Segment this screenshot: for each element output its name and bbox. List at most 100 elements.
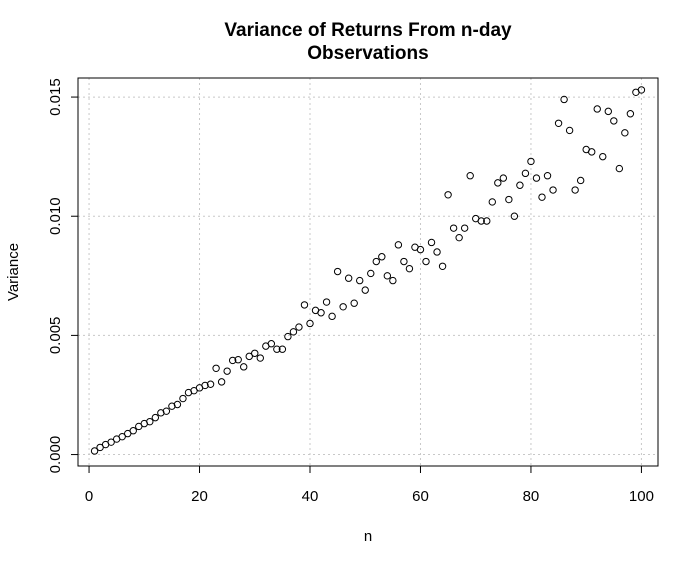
data-point xyxy=(317,309,325,317)
data-point xyxy=(455,233,463,242)
data-point xyxy=(538,193,546,201)
chart-title-line-1: Variance of Returns From n-day xyxy=(224,20,512,41)
data-point xyxy=(427,238,436,247)
data-point xyxy=(565,126,574,135)
data-point xyxy=(571,186,579,194)
data-point xyxy=(378,253,386,261)
data-point xyxy=(516,181,524,189)
chart-title-line-2: Observations xyxy=(307,43,428,64)
data-point xyxy=(444,191,452,199)
data-point xyxy=(278,345,287,353)
plot-frame xyxy=(77,77,659,467)
data-point xyxy=(422,257,430,266)
data-point xyxy=(389,276,397,285)
data-point xyxy=(576,176,585,185)
data-point xyxy=(201,381,209,390)
data-point xyxy=(383,272,392,280)
data-points xyxy=(90,86,646,455)
data-point xyxy=(527,157,535,166)
data-point xyxy=(367,269,375,278)
data-point xyxy=(206,380,215,388)
data-point xyxy=(615,164,624,173)
data-point xyxy=(322,298,331,306)
data-point xyxy=(361,286,369,294)
y-tick-label: 0.010 xyxy=(47,197,64,235)
data-point xyxy=(599,152,607,161)
x-tick-label: 80 xyxy=(523,488,540,505)
data-point xyxy=(356,276,364,285)
data-point xyxy=(532,174,541,182)
grid-lines xyxy=(78,78,658,466)
x-tick-label: 0 xyxy=(85,488,93,505)
data-point xyxy=(267,340,276,348)
data-point xyxy=(637,86,646,94)
data-point xyxy=(488,198,496,206)
data-point xyxy=(593,105,601,113)
data-point xyxy=(333,267,342,276)
data-point xyxy=(223,367,231,375)
data-point xyxy=(549,186,557,194)
x-tick-label: 20 xyxy=(191,488,208,505)
data-point xyxy=(328,312,336,321)
data-point xyxy=(372,257,380,266)
axes: 0 20 40 60 80 100 0.000 0.005 0.010 0.015 xyxy=(47,78,654,505)
x-axis-title: n xyxy=(364,528,372,545)
data-point xyxy=(494,179,502,187)
data-point xyxy=(306,319,314,328)
data-point xyxy=(400,257,408,266)
data-point xyxy=(483,217,491,225)
data-point xyxy=(245,352,253,361)
data-point xyxy=(394,241,403,249)
data-point xyxy=(273,345,281,353)
data-point xyxy=(344,274,353,282)
data-point xyxy=(499,174,508,182)
data-point xyxy=(300,301,309,309)
data-point xyxy=(626,110,635,118)
data-point xyxy=(405,264,414,273)
data-point xyxy=(521,169,530,178)
data-point xyxy=(251,349,259,357)
data-point xyxy=(610,117,618,125)
data-point xyxy=(510,212,519,220)
x-tick-label: 40 xyxy=(302,488,319,505)
data-point xyxy=(284,332,292,341)
data-point xyxy=(217,378,226,386)
data-point xyxy=(543,172,552,180)
data-point xyxy=(107,438,115,446)
data-point xyxy=(621,129,629,137)
y-tick-label: 0.005 xyxy=(47,317,64,355)
data-point xyxy=(588,148,596,156)
data-point xyxy=(438,262,447,270)
data-point xyxy=(449,224,458,232)
y-tick-label: 0.015 xyxy=(47,78,64,116)
data-point xyxy=(256,354,264,362)
data-point xyxy=(179,394,187,403)
data-point xyxy=(151,413,160,422)
y-axis-title: Variance xyxy=(5,243,22,301)
data-point xyxy=(433,248,441,256)
data-point xyxy=(604,107,612,116)
data-point xyxy=(560,95,568,104)
data-point xyxy=(289,328,298,336)
data-point xyxy=(90,447,99,455)
data-point xyxy=(339,303,347,311)
data-point xyxy=(350,299,358,307)
data-point xyxy=(477,217,485,225)
data-point xyxy=(118,432,126,441)
data-point xyxy=(234,356,242,364)
data-point xyxy=(554,119,563,127)
data-point xyxy=(240,363,248,371)
data-point xyxy=(505,195,513,204)
data-point xyxy=(295,323,303,331)
data-point xyxy=(416,245,425,254)
data-point xyxy=(173,400,182,409)
x-tick-label: 100 xyxy=(629,488,654,505)
data-point xyxy=(146,417,154,426)
data-point xyxy=(460,224,469,232)
data-point xyxy=(466,172,474,180)
y-tick-label: 0.000 xyxy=(47,436,64,474)
data-point xyxy=(212,364,220,372)
x-tick-label: 60 xyxy=(412,488,429,505)
data-point xyxy=(162,407,171,415)
